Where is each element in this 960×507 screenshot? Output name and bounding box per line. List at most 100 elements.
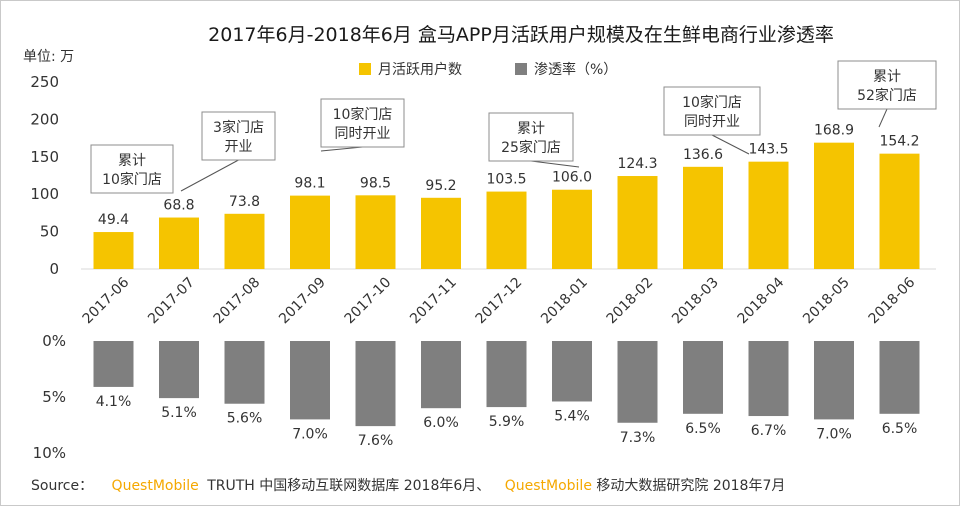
top-value-labels: 49.4 68.8 73.8 98.1 98.5 95.2 103.5 106.0 124.3 1…: [98, 123, 920, 228]
mau-value-label: 68.8: [163, 198, 194, 214]
callout-box: [320, 98, 405, 148]
callout-leader: [878, 108, 888, 128]
callout-text: 累计: [118, 153, 146, 169]
source-text-1: TRUTH 中国移动互联网数据库 2018年6月、: [206, 478, 490, 494]
y-tick-label-bottom: 10%: [33, 444, 66, 462]
mau-bar: [683, 166, 723, 269]
mau-value-label: 95.2: [425, 178, 456, 194]
y-tick-label: 50: [40, 223, 59, 241]
callout-text: 3家门店: [213, 119, 264, 136]
mau-bar: [290, 195, 330, 269]
legend-label-mau: 月活跃用户数: [378, 61, 462, 78]
source-line: Source： QuestMobile TRUTH 中国移动互联网数据库 201…: [31, 478, 785, 494]
x-category-label: 2018-02: [604, 275, 657, 328]
penetration-value-label: 6.5%: [882, 421, 918, 437]
y-tick-label-bottom: 0%: [42, 332, 66, 350]
x-axis-labels: 2017-06 2017-07 2017-08 2017-09 2017-10 2017-…: [80, 274, 919, 327]
x-category-label: 2017-12: [473, 275, 526, 328]
penetration-bar: [224, 341, 265, 404]
mau-value-label: 103.5: [486, 172, 526, 188]
callout-text: 10家门店: [102, 171, 162, 188]
penetration-value-label: 4.1%: [96, 394, 132, 410]
penetration-value-label: 7.0%: [816, 426, 852, 442]
penetration-value-label: 7.6%: [358, 433, 394, 449]
mau-bar: [355, 195, 396, 269]
mau-value-label: 168.9: [814, 123, 854, 139]
callout-text: 累计: [517, 121, 545, 137]
penetration-value-label: 6.5%: [685, 421, 721, 437]
x-category-label: 2017-11: [407, 275, 460, 328]
mau-value-label: 98.1: [294, 176, 325, 192]
penetration-value-label: 5.4%: [554, 408, 590, 424]
penetration-bar: [748, 341, 789, 417]
x-category-label: 2018-01: [538, 275, 591, 328]
x-category-label: 2018-04: [735, 274, 788, 327]
y-tick-label: 250: [30, 73, 59, 91]
callout-text: 25家门店: [501, 139, 561, 156]
callout-leader: [180, 159, 239, 192]
legend-swatch-mau: [359, 63, 371, 75]
store-callout: 累计 25家门店: [488, 112, 580, 168]
callout-text: 累计: [873, 69, 901, 85]
source-text-2: 移动大数据研究院 2018年7月: [596, 478, 785, 494]
penetration-bar: [290, 341, 330, 420]
penetration-bar: [421, 341, 461, 409]
penetration-bar: [814, 341, 854, 420]
penetration-bar: [486, 341, 527, 408]
callout-leader: [320, 146, 363, 152]
mau-value-label: 73.8: [229, 194, 260, 210]
bottom-y-axis: 0% 5% 10%: [33, 332, 66, 462]
mau-value-label: 136.6: [683, 147, 723, 163]
x-category-label: 2018-06: [866, 274, 919, 327]
y-tick-label: 100: [30, 185, 59, 203]
y-tick-label: 200: [30, 110, 59, 128]
legend-swatch-penetration: [515, 63, 527, 75]
mau-value-label: 124.3: [617, 156, 657, 172]
bottom-value-labels: 4.1% 5.1% 5.6% 7.0% 7.6% 6.0% 5.9% 5.4% 7.3% 6.5%…: [96, 394, 918, 449]
mau-bar: [224, 213, 265, 269]
callout-text: 同时开业: [684, 114, 740, 130]
source-brand-2: QuestMobile: [505, 478, 592, 494]
mau-bar: [748, 161, 789, 269]
store-callout: 累计 10家门店: [90, 144, 174, 194]
penetration-bar: [159, 341, 199, 399]
legend: 月活跃用户数 渗透率（%）: [359, 61, 617, 78]
callout-box: [488, 112, 574, 162]
mau-bar: [421, 197, 461, 269]
x-category-label: 2017-06: [80, 274, 133, 327]
callout-box: [663, 86, 761, 136]
x-category-label: 2018-03: [669, 275, 722, 328]
callout-text: 10家门店: [682, 94, 742, 111]
source-brand-1: QuestMobile: [112, 478, 199, 494]
callout-box: [201, 111, 276, 161]
penetration-value-label: 6.7%: [751, 423, 787, 439]
mau-bar: [617, 176, 658, 269]
source-prefix: Source：: [31, 478, 93, 494]
mau-bar: [552, 189, 592, 269]
mau-value-label: 49.4: [98, 212, 129, 228]
penetration-value-label: 5.1%: [161, 405, 197, 421]
penetration-value-label: 7.3%: [620, 430, 656, 446]
penetration-bar: [617, 341, 658, 423]
mau-value-label: 106.0: [552, 170, 592, 186]
mau-bar: [159, 217, 199, 269]
penetration-value-label: 7.0%: [292, 426, 328, 442]
bottom-bars: [93, 341, 920, 427]
callout-text: 开业: [225, 139, 253, 155]
penetration-bar: [355, 341, 396, 427]
mau-bar: [814, 142, 854, 269]
y-unit-label: 单位: 万: [23, 49, 74, 65]
mau-bar: [879, 153, 920, 269]
mau-value-label: 154.2: [879, 134, 919, 150]
x-category-label: 2018-05: [800, 275, 853, 328]
y-tick-label-bottom: 5%: [42, 388, 66, 406]
penetration-value-label: 6.0%: [423, 415, 459, 431]
x-category-label: 2017-07: [145, 275, 198, 328]
y-tick-label: 0: [49, 260, 59, 278]
callout-text: 52家门店: [857, 87, 917, 104]
